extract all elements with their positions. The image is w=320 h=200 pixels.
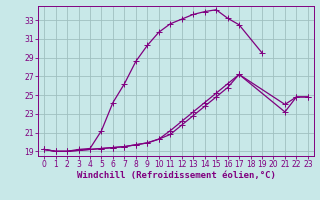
X-axis label: Windchill (Refroidissement éolien,°C): Windchill (Refroidissement éolien,°C) [76,171,276,180]
